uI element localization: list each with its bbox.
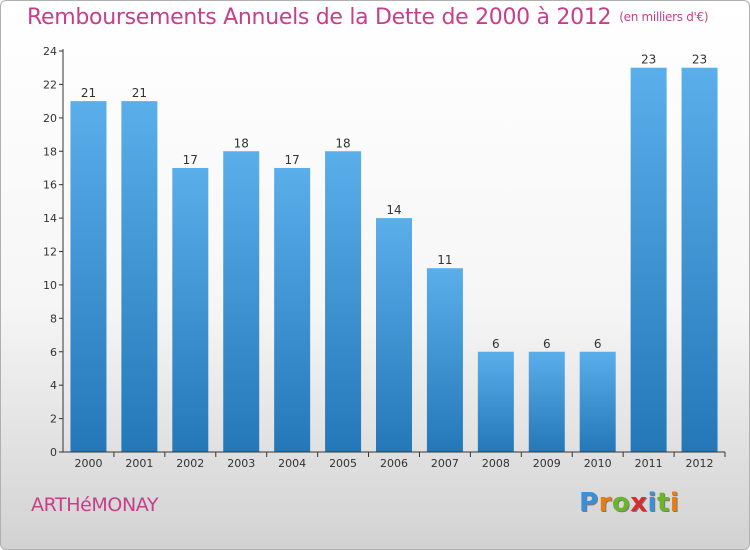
bar-2002 — [172, 167, 209, 453]
y-tick-label: 14 — [43, 212, 57, 225]
y-tick-label: 4 — [50, 379, 57, 392]
data-label: 18 — [234, 136, 249, 150]
y-tick-label: 10 — [43, 279, 57, 292]
bar-2011 — [630, 67, 667, 452]
data-label: 18 — [335, 136, 350, 150]
y-tick-label: 12 — [43, 246, 57, 259]
data-label: 14 — [386, 203, 401, 217]
bar-2009 — [528, 351, 565, 452]
data-label: 21 — [81, 86, 96, 100]
brand-logo[interactable]: Proxiti — [579, 488, 679, 518]
x-tick-label: 2008 — [482, 457, 510, 470]
town-name: ARTHéMONAY — [31, 494, 159, 516]
x-tick-label: 2003 — [227, 457, 255, 470]
data-label: 23 — [692, 53, 707, 67]
chart-unit: (en milliers d'€) — [619, 10, 709, 24]
data-label: 6 — [492, 337, 500, 351]
x-tick-label: 2011 — [635, 457, 663, 470]
x-tick-label: 2007 — [431, 457, 459, 470]
y-tick-label: 6 — [50, 346, 57, 359]
bar-2000 — [70, 101, 107, 452]
bar-2005 — [325, 151, 362, 452]
brand-letter: r — [598, 488, 612, 518]
y-tick-label: 24 — [43, 45, 57, 58]
bar-2008 — [477, 351, 514, 452]
bar-2012 — [681, 67, 718, 452]
x-tick-label: 2009 — [533, 457, 561, 470]
x-tick-label: 2000 — [74, 457, 102, 470]
bar-2007 — [426, 268, 463, 452]
bar-2003 — [223, 151, 260, 452]
brand-letter: x — [630, 488, 648, 518]
bar-2010 — [579, 351, 616, 452]
y-tick-label: 16 — [43, 179, 57, 192]
brand-letter: t — [656, 488, 670, 518]
data-label: 6 — [543, 337, 551, 351]
chart-title: Remboursements Annuels de la Dette de 20… — [27, 5, 709, 30]
y-tick-label: 2 — [50, 413, 57, 426]
x-tick-label: 2010 — [584, 457, 612, 470]
data-label: 17 — [285, 153, 300, 167]
x-tick-label: 2002 — [176, 457, 204, 470]
y-tick-label: 20 — [43, 112, 57, 125]
x-tick-label: 2006 — [380, 457, 408, 470]
y-tick-label: 8 — [50, 312, 57, 325]
brand-letter: i — [647, 488, 657, 518]
data-label: 6 — [594, 337, 602, 351]
x-tick-label: 2001 — [125, 457, 153, 470]
brand-letter: o — [611, 488, 631, 518]
data-label: 17 — [183, 153, 198, 167]
chart-title-text: Remboursements Annuels de la Dette de 20… — [27, 5, 612, 30]
y-tick-label: 22 — [43, 78, 57, 91]
brand-letter: i — [669, 488, 680, 518]
bar-2006 — [376, 218, 412, 452]
y-tick-label: 0 — [50, 446, 57, 459]
data-label: 23 — [641, 53, 656, 67]
brand-letter: P — [579, 488, 599, 518]
x-tick-label: 2012 — [686, 457, 714, 470]
bars-group: 21 21 17 18 17 18 14 11 6 6 6 23 23 — [70, 53, 718, 453]
data-label: 21 — [132, 86, 147, 100]
bar-2004 — [274, 167, 311, 453]
x-tick-label: 2005 — [329, 457, 357, 470]
data-label: 11 — [437, 253, 452, 267]
y-tick-label: 18 — [43, 145, 57, 158]
x-tick-label: 2004 — [278, 457, 306, 470]
axes-group: 2000 2001 2002 2003 2004 2005 2006 2007 2008 2009… — [43, 45, 726, 470]
bar-2001 — [121, 101, 158, 452]
